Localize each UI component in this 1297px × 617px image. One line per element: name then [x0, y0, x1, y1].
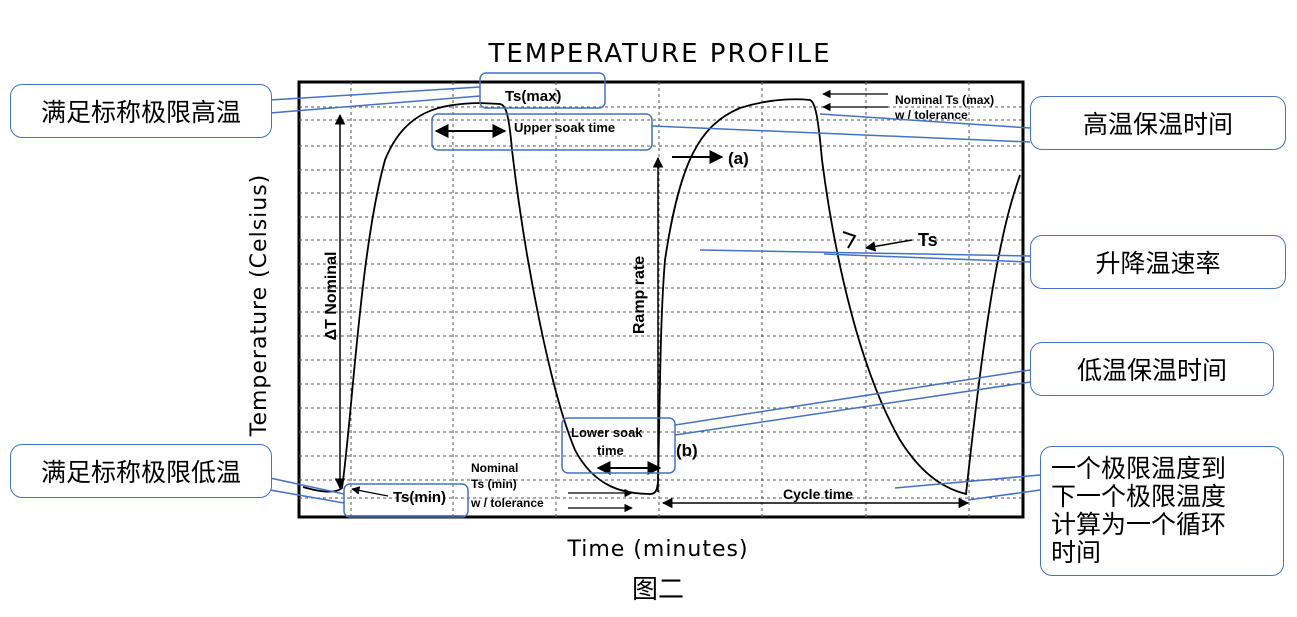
- upper-soak-label: Upper soak time: [514, 120, 615, 135]
- callout-low-soak: 低温保温时间: [1030, 342, 1274, 396]
- nominal-ts-max-label-2: w / tolerance: [894, 108, 968, 122]
- delta-t-label: ΔT Nominal: [323, 252, 340, 341]
- ts-max-box: [479, 72, 606, 109]
- nominal-ts-min-label-2: Ts (min): [471, 477, 517, 491]
- lower-soak-label-2: time: [597, 443, 624, 458]
- chart-title: TEMPERATURE PROFILE: [487, 39, 831, 69]
- y-axis-label: Temperature (Celsius): [247, 174, 272, 438]
- callout-min-temp: 满足标称极限低温: [10, 444, 272, 498]
- callout-ramp-rate: 升降温速率: [1030, 235, 1286, 289]
- nominal-ts-max-label-1: Nominal Ts (max): [895, 93, 994, 107]
- marker-b-label: (b): [676, 441, 698, 460]
- cycle-time-label: Cycle time: [783, 486, 853, 502]
- x-axis-label: Time (minutes): [566, 537, 748, 562]
- ts-min-arrow: [351, 486, 389, 497]
- ts-rate-arrow: [864, 239, 913, 252]
- plot-frame: [297, 80, 1025, 519]
- nominal-ts-min-label-3: w / tolerance: [470, 496, 544, 510]
- ts-rate-label: Ts: [918, 230, 938, 250]
- ts-rate-mark: [842, 231, 857, 249]
- ramp-rate-label: Ramp rate: [631, 256, 648, 334]
- callout-high-soak: 高温保温时间: [1030, 96, 1286, 150]
- ts-min-label: Ts(min): [393, 489, 446, 506]
- nominal-ts-min-label-1: Nominal: [471, 461, 518, 475]
- lower-soak-box: [561, 417, 676, 474]
- callout-cycle-time: 一个极限温度到 下一个极限温度 计算为一个循环 时间: [1040, 446, 1284, 576]
- callout-max-temp: 满足标称极限高温: [10, 84, 272, 138]
- callout-connectors: [269, 86, 1041, 504]
- ts-max-label: Ts(max): [505, 88, 561, 105]
- upper-soak-box: [431, 113, 653, 151]
- figure-caption: 图二: [632, 575, 684, 605]
- highlight-boxes: [343, 72, 676, 518]
- ts-min-box: [343, 483, 469, 518]
- marker-a-label: (a): [728, 149, 749, 168]
- lower-soak-label-1: Lower soak: [571, 425, 643, 440]
- temperature-curve: [302, 98, 1021, 496]
